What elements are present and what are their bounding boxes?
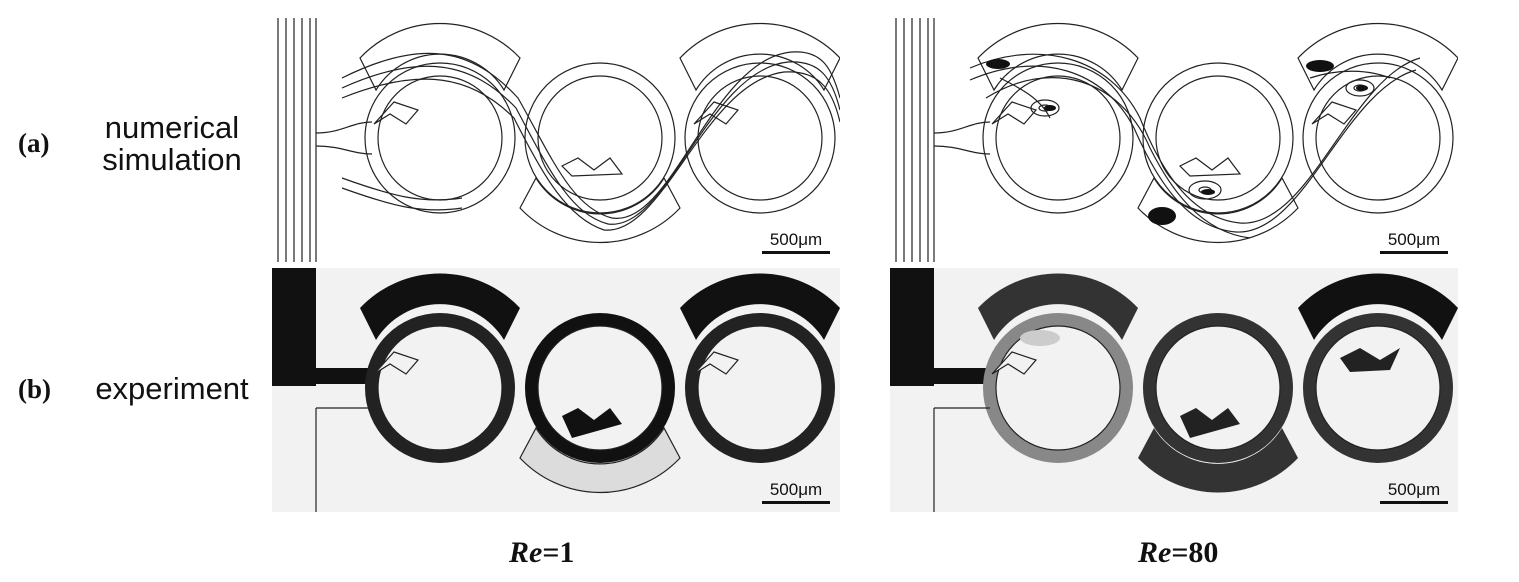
column-re80-label: Re=80 [1138,536,1218,570]
column-re1-label: Re=1 [509,536,574,570]
re-symbol: Re [1138,536,1172,569]
row-b-description: experiment [86,373,258,405]
scale-bar-line [1380,251,1448,254]
panel-simulation-re1: 500μm [272,18,840,262]
row-b-tag: (b) [18,374,51,404]
scale-bar-a-re1: 500μm [762,231,830,254]
simulation-re80-streamlines [895,18,1458,262]
re-value: =80 [1171,536,1219,569]
scale-bar-label: 500μm [769,480,823,499]
scale-bar-b-re1: 500μm [762,481,830,504]
row-a-desc-line-2: simulation [102,142,242,177]
scale-bar-line [762,251,830,254]
panel-simulation-re80: 500μm [890,18,1458,262]
row-b-desc-line-1: experiment [95,371,249,406]
scale-bar-line [1380,501,1448,504]
panel-experiment-re1: 500μm [272,268,840,512]
re-value: =1 [542,536,575,569]
re-symbol: Re [509,536,543,569]
scale-bar-label: 500μm [769,230,823,249]
row-a-tag: (a) [18,128,50,158]
scale-bar-b-re80: 500μm [1380,481,1448,504]
row-a-desc-line-1: numerical [104,110,240,145]
scale-bar-label: 500μm [1387,230,1441,249]
scale-bar-a-re80: 500μm [1380,231,1448,254]
scale-bar-line [762,501,830,504]
experiment-re80-image [890,268,1458,512]
simulation-re1-streamlines [277,18,840,262]
panel-experiment-re80: 500μm [890,268,1458,512]
experiment-re1-image [272,268,840,512]
scale-bar-label: 500μm [1387,480,1441,499]
row-a-description: numerical simulation [92,112,252,176]
